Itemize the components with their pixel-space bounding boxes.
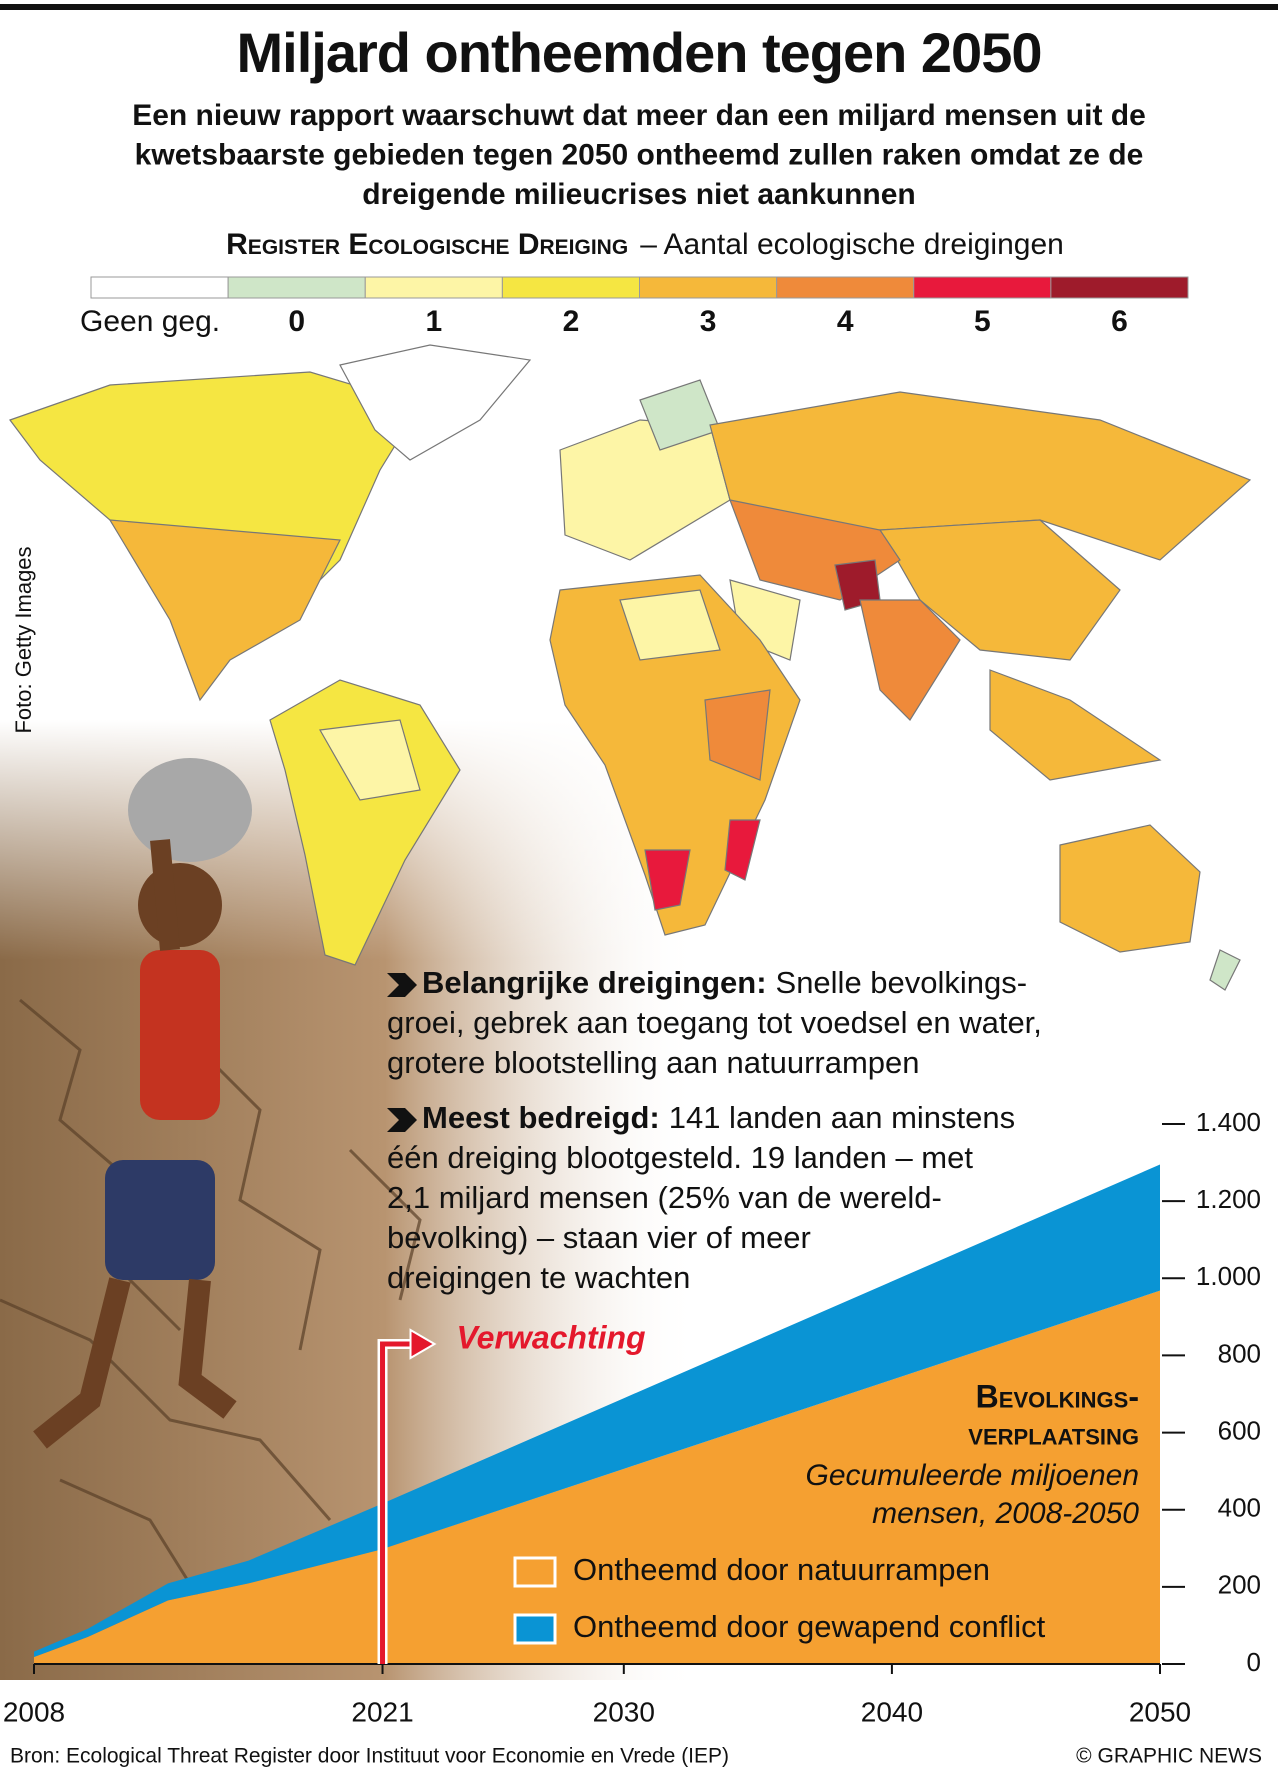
subtitle-line: dreigende milieucrises niet aankunnen [362,178,916,211]
legend-title-sub: – Aantal ecologische dreigingen [640,228,1064,261]
legend-swatch [501,276,640,299]
legend-swatch [913,276,1052,299]
area-1 [34,1164,1160,1658]
area-0 [34,1290,1160,1664]
chart-subtitle: mensen, 2008-2050 [872,1497,1139,1530]
text-line-part: Snelle bevolkings- [776,965,1028,1000]
legend-label: 0 [288,305,305,338]
x-tick-label: 2040 [861,1696,923,1727]
legend-label: 6 [1111,305,1128,338]
legend-label: 4 [837,305,854,338]
text-line: één dreiging blootgesteld. 19 landen – m… [387,1140,973,1175]
forecast-arrow [380,1341,415,1664]
x-tick-label: 2021 [351,1696,413,1727]
legend-label: 1 [425,305,442,338]
chart-title: verplaatsing [968,1415,1139,1451]
x-tick-label: 2050 [1129,1696,1191,1727]
y-tick-label: 200 [1218,1570,1261,1600]
text-line: grotere blootstelling aan natuurrampen [387,1045,920,1080]
chart-title: Bevolkings- [976,1378,1139,1414]
legend-label: Geen geg. [80,305,220,338]
x-tick-label: 2008 [3,1696,65,1727]
y-tick-label: 800 [1218,1338,1261,1368]
forecast-arrow-head [409,1328,437,1360]
y-tick-label: 600 [1218,1415,1261,1445]
legend-label: 5 [974,305,991,338]
text-line: Meest bedreigd: 141 landen aan minstens [422,1100,1015,1135]
x-tick-label: 2030 [593,1696,655,1727]
legend-label: 2 [563,305,580,338]
subtitle: Een nieuw rapport waarschuwt dat meer da… [132,99,1146,211]
bullet [387,1108,417,1132]
legend-swatch [776,276,915,299]
chart-subtitle: Gecumuleerde miljoenen [805,1459,1139,1492]
legend-swatch [364,276,503,299]
y-tick-label: 1.200 [1196,1184,1261,1214]
subtitle-line: Een nieuw rapport waarschuwt dat meer da… [132,99,1146,132]
annotation: Verwachting [457,1319,646,1355]
source: Bron: Ecological Threat Register door In… [10,1745,729,1768]
legend-title-main: Register Ecologische Dreiging [226,228,628,261]
y-tick-label: 1.400 [1196,1107,1261,1137]
subtitle-line: kwetsbaarste gebieden tegen 2050 ontheem… [135,138,1144,171]
map-legend: Geen geg. 0 1 2 3 4 5 6 [80,276,1189,338]
legend-swatch [513,1613,557,1645]
legend-label: Ontheemd door gewapend conflict [573,1609,1046,1644]
text-label: Belangrijke dreigingen: [422,965,767,1000]
bullet [387,973,417,997]
legend-swatch [227,276,366,299]
y-tick-label: 1.000 [1196,1261,1261,1291]
title: Miljard ontheemden tegen 2050 [237,21,1042,84]
credit: © GRAPHIC NEWS [1076,1745,1262,1768]
legend-swatch [513,1556,557,1588]
text-blocks: Belangrijke dreigingen: Snelle bevolkings… [387,965,1042,1295]
legend-swatch [90,276,229,299]
photo-credit: Foto: Getty Images [11,546,36,733]
world-map [9,344,1252,991]
legend-title: Register Ecologische Dreiging – Aantal ec… [226,228,1064,261]
text-line: bevolking) – staan vier of meer [387,1220,811,1255]
text-line-part: 141 landen aan minstens [669,1100,1015,1135]
text-line: 2,1 miljard mensen (25% van de wereld- [387,1180,942,1215]
text-label: Meest bedreigd: [422,1100,660,1135]
y-tick-label: 400 [1218,1493,1261,1523]
text-line: groei, gebrek aan toegang tot voedsel en… [387,1005,1042,1040]
text-line: Belangrijke dreigingen: Snelle bevolkings… [422,965,1027,1000]
legend-label: 3 [700,305,717,338]
top-rule [0,4,1278,10]
text-line: dreigingen te wachten [387,1260,690,1295]
y-tick-label: 0 [1247,1647,1261,1677]
legend-swatch [1050,276,1189,299]
legend-swatch [639,276,778,299]
area-chart: 0 200 400 600 800 1.000 1.200 1.400 2008 2021 2030… [3,1107,1261,1728]
legend-label: Ontheemd door natuurrampen [573,1552,990,1587]
